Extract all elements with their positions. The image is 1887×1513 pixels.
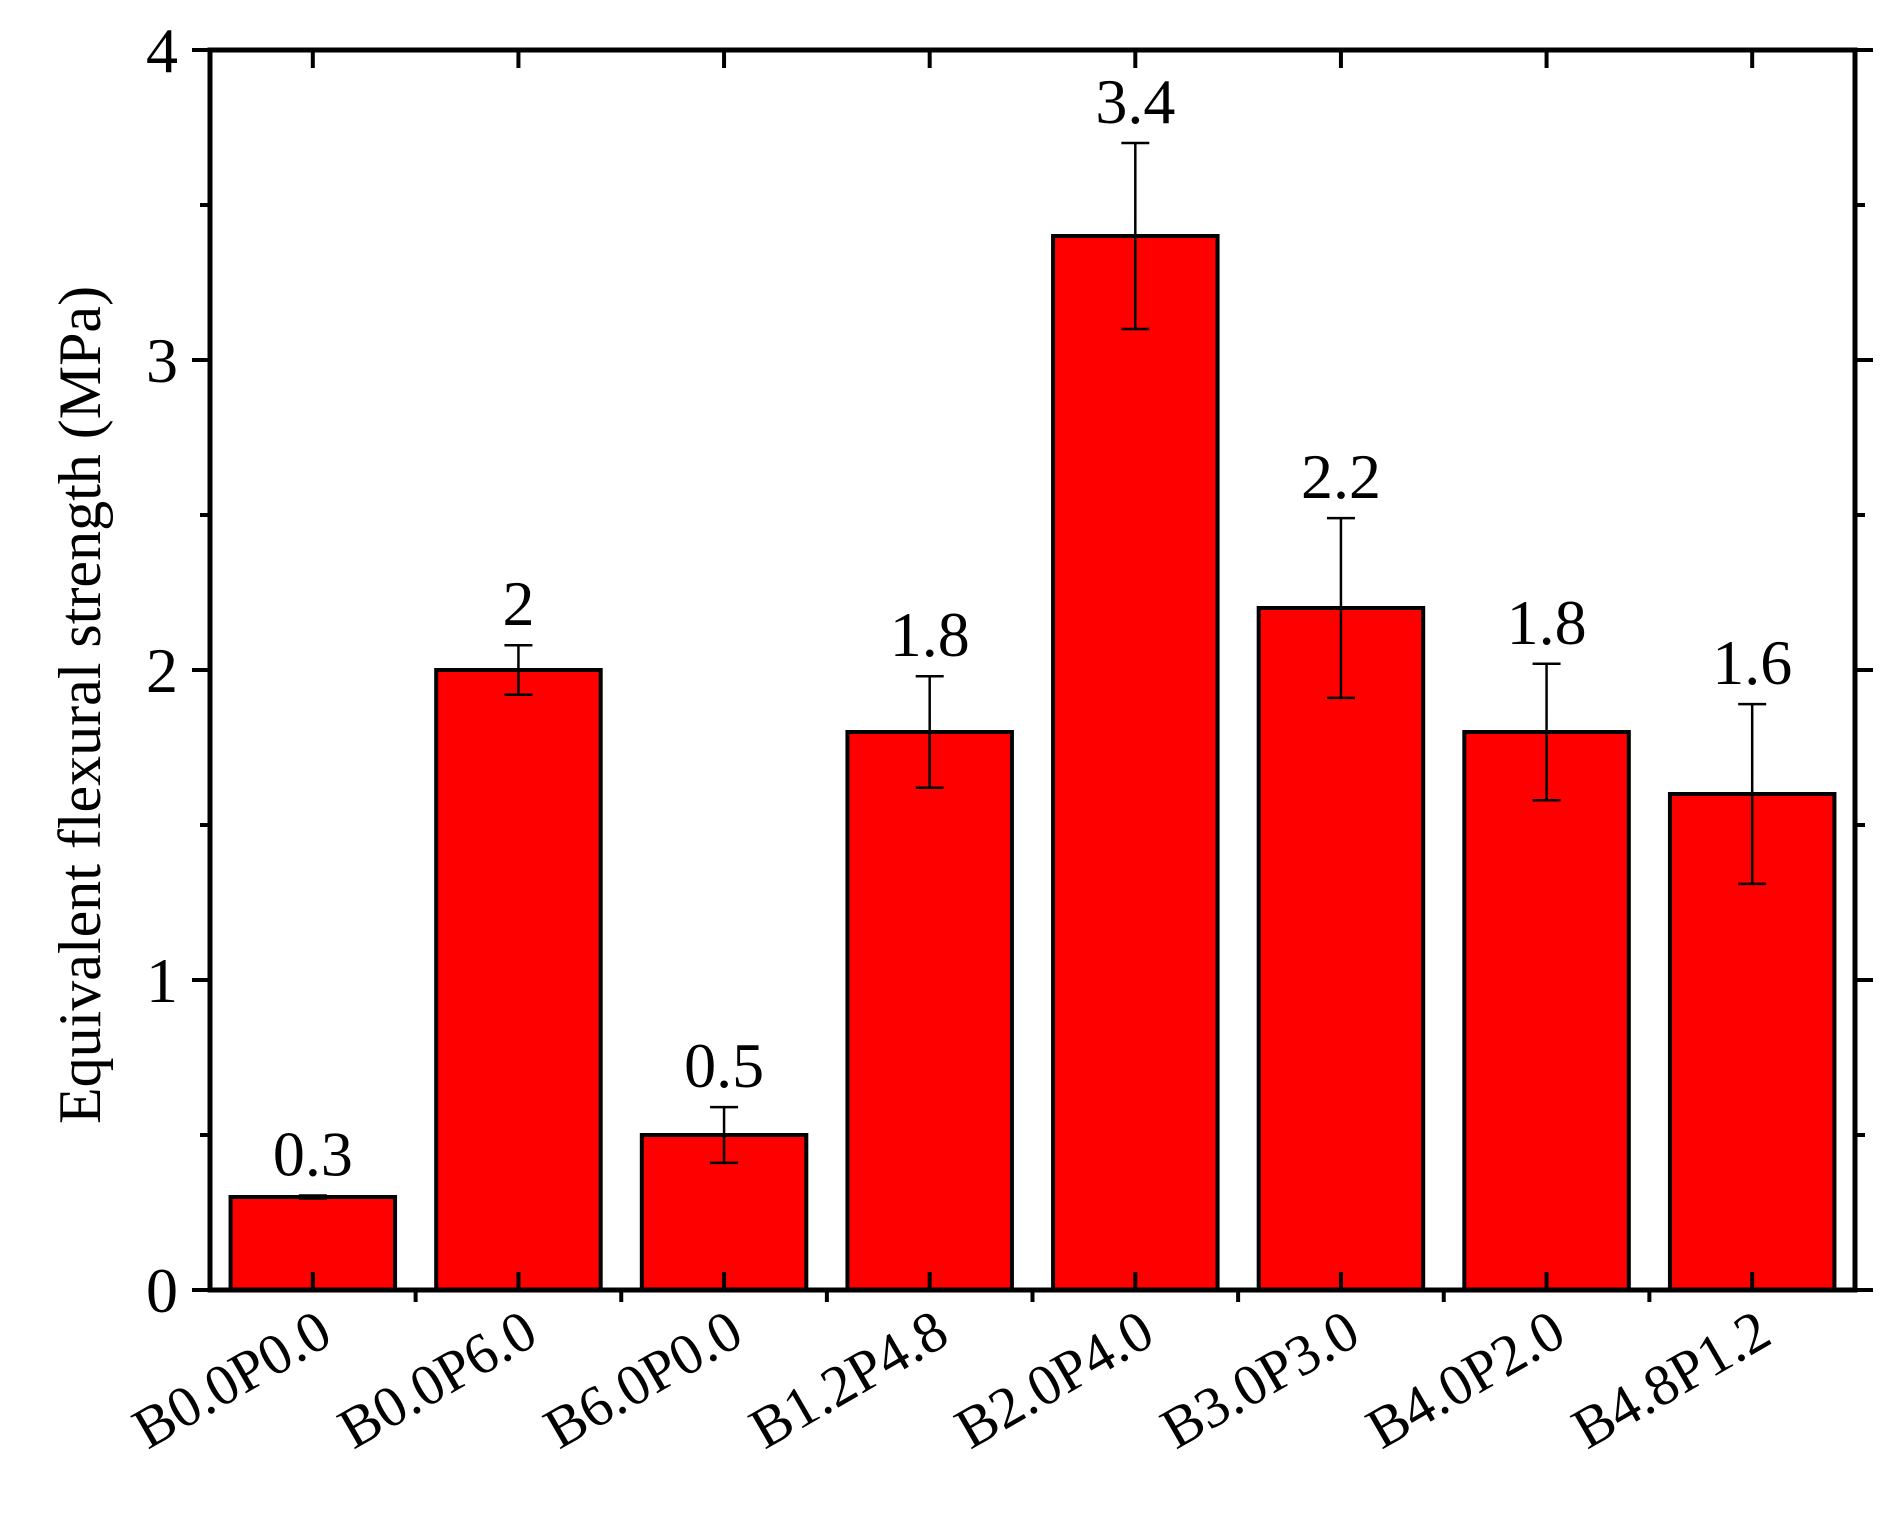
data-label-B0.0P0.0: 0.3 [273, 1118, 353, 1189]
category-label-B6.0P0.0: B6.0P0.0 [533, 1297, 753, 1461]
category-label-B3.0P3.0: B3.0P3.0 [1150, 1297, 1370, 1461]
data-label-B2.0P4.0: 3.4 [1095, 66, 1175, 137]
y-tick-label-2: 2 [146, 635, 178, 706]
y-tick-label-0: 0 [146, 1255, 178, 1326]
category-label-B2.0P4.0: B2.0P4.0 [944, 1297, 1164, 1461]
bar-B0.0P6.0 [434, 668, 603, 1292]
data-label-B4.0P2.0: 1.8 [1507, 587, 1587, 658]
bar-B3.0P3.0 [1256, 606, 1426, 1292]
y-tick-labels: 0 1 2 3 4 [146, 15, 178, 1326]
bar-B1.2P4.8 [845, 730, 1014, 1292]
error-bars-layer [298, 141, 1767, 1200]
bar-B4.0P2.0 [1462, 730, 1631, 1292]
category-label-B1.2P4.8: B1.2P4.8 [739, 1297, 959, 1461]
data-labels: 0.3 2 0.5 1.8 3.4 2.2 1.8 1.6 [273, 66, 1792, 1189]
y-tick-label-4: 4 [146, 15, 178, 86]
category-label-B4.0P2.0: B4.0P2.0 [1356, 1297, 1576, 1461]
data-label-B0.0P6.0: 2 [502, 568, 534, 639]
y-axis-title: Equivalent flexural strength (MPa) [47, 286, 113, 1124]
category-label-B0.0P6.0: B0.0P6.0 [327, 1297, 547, 1461]
x-category-labels: B0.0P0.0B0.0P6.0B6.0P0.0B1.2P4.8B2.0P4.0… [122, 1297, 1781, 1461]
category-label-B4.8P1.2: B4.8P1.2 [1561, 1297, 1781, 1461]
data-label-B6.0P0.0: 0.5 [684, 1030, 764, 1101]
ticks-layer [192, 48, 1873, 1302]
y-tick-label-3: 3 [146, 325, 178, 396]
data-label-B3.0P3.0: 2.2 [1301, 441, 1381, 512]
bar-B2.0P4.0 [1051, 234, 1220, 1292]
data-label-B1.2P4.8: 1.8 [890, 599, 970, 670]
bars-layer [228, 234, 1837, 1292]
y-tick-label-1: 1 [146, 945, 178, 1016]
data-label-B4.8P1.2: 1.6 [1712, 627, 1792, 698]
